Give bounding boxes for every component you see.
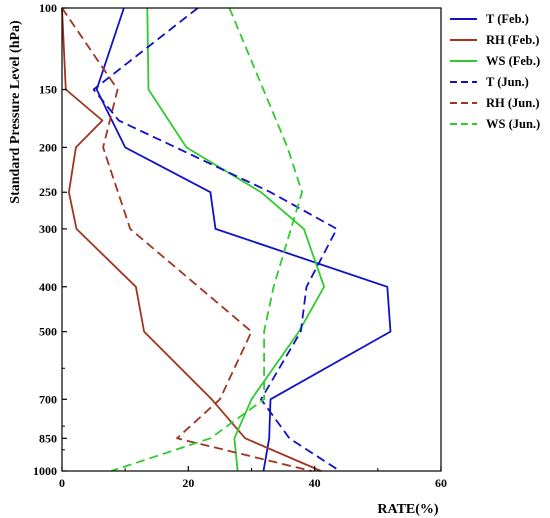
y-axis-title: Standard Pressure Level (hPa) xyxy=(8,20,23,204)
y-tick-label: 250 xyxy=(39,185,57,199)
axes xyxy=(61,7,442,472)
legend: T (Feb.) RH (Feb.) WS (Feb.) T (Jun.) RH (Ju… xyxy=(450,12,540,131)
legend-label-6: WS (Jun.) xyxy=(486,117,540,131)
y-tick-label: 400 xyxy=(39,280,57,294)
y-tick-label: 150 xyxy=(39,83,57,97)
y-tick-label: 300 xyxy=(39,222,57,236)
axis-ticks: 0 20 40 60 100 150 200 250 300 400 500 700 850 1000 xyxy=(33,1,447,490)
legend-label-5: RH (Jun.) xyxy=(486,96,539,110)
y-tick-label: 500 xyxy=(39,325,57,339)
series-line-2 xyxy=(61,7,322,472)
x-tick-label: 40 xyxy=(309,476,321,490)
x-tick-label: 20 xyxy=(182,476,194,490)
plot-lines xyxy=(61,7,392,472)
x-axis-title: RATE(%) xyxy=(377,502,439,517)
legend-label-2: RH (Feb.) xyxy=(486,33,539,47)
y-tick-label: 100 xyxy=(39,1,57,15)
x-tick-label: 0 xyxy=(59,476,65,490)
y-tick-label: 1000 xyxy=(33,464,57,478)
legend-label-1: T (Feb.) xyxy=(486,12,529,26)
legend-label-3: WS (Feb.) xyxy=(486,54,540,68)
y-tick-label: 850 xyxy=(39,431,57,445)
series-line-1 xyxy=(95,7,392,472)
y-tick-label: 200 xyxy=(39,140,57,154)
series-line-3 xyxy=(146,7,326,472)
series-line-4 xyxy=(92,7,341,472)
legend-label-4: T (Jun.) xyxy=(486,75,529,89)
plot-frame xyxy=(61,7,442,472)
series-line-5 xyxy=(61,7,312,472)
series-line-6 xyxy=(111,7,303,472)
x-tick-label: 60 xyxy=(435,476,447,490)
y-tick-label: 700 xyxy=(39,392,57,406)
